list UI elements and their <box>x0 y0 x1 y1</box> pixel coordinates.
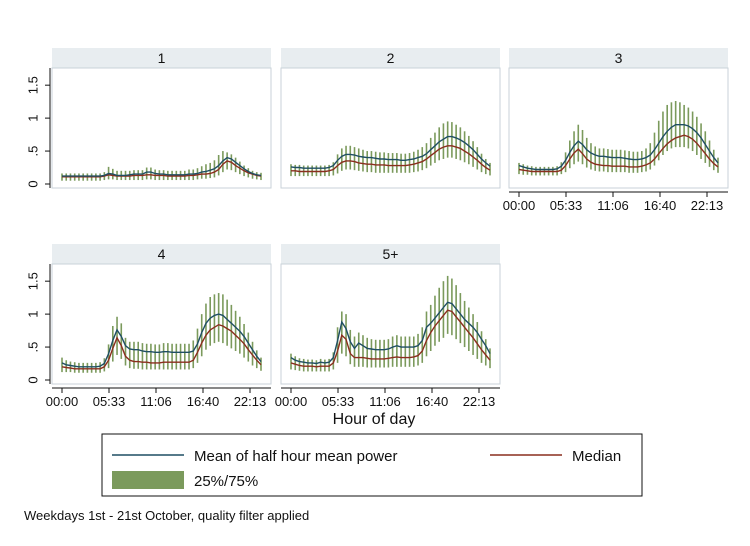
panel-frame <box>51 67 272 189</box>
legend-mean-label: Mean of half hour mean power <box>194 448 397 465</box>
legend-median-label: Median <box>572 448 621 465</box>
x-axis-title: Hour of day <box>333 411 416 428</box>
legend-band-label: 25%/75% <box>194 473 258 490</box>
legend: Mean of half hour mean power Median 25%/… <box>101 433 643 497</box>
x-tick-label: 11:06 <box>369 394 401 409</box>
panel-title: 1 <box>158 50 166 66</box>
x-tick-label: 05:33 <box>550 198 583 213</box>
x-tick-label: 22:13 <box>234 394 267 409</box>
y-tick-label: 1 <box>25 115 40 122</box>
x-tick-label: 16:40 <box>416 394 449 409</box>
panel-5: 5+ 00:00 05:33 11:06 16:40 22:13 <box>275 244 501 409</box>
y-tick-label: .5 <box>25 146 40 157</box>
panel-title: 4 <box>158 246 166 262</box>
y-tick-label: 1 <box>25 311 40 318</box>
x-tick-label: 05:33 <box>93 394 126 409</box>
panel-strip <box>52 48 271 68</box>
panel-4: 4 0 .5 1 1.5 00:00 05:33 11:06 16:40 22:13 <box>25 244 272 409</box>
panel-title: 2 <box>387 50 395 66</box>
chart-note: Weekdays 1st - 21st October, quality fil… <box>24 508 309 523</box>
x-tick-label: 11:06 <box>597 198 629 213</box>
y-tick-label: 0 <box>25 180 40 187</box>
x-tick-label: 00:00 <box>503 198 536 213</box>
panel-title: 5+ <box>383 246 399 262</box>
panel-2: 2 <box>280 48 501 189</box>
x-tick-label: 22:13 <box>463 394 496 409</box>
median-series-line <box>518 134 719 173</box>
mean-series-line <box>518 123 719 171</box>
panel-frame <box>51 263 272 385</box>
panel-strip <box>509 48 728 68</box>
panel-strip <box>281 244 500 264</box>
y-tick-label: 1.5 <box>25 76 40 94</box>
legend-band-swatch <box>112 471 184 489</box>
x-tick-label: 05:33 <box>322 394 355 409</box>
x-tick-label: 22:13 <box>691 198 724 213</box>
panel-frame <box>280 67 501 189</box>
x-tick-label: 16:40 <box>644 198 677 213</box>
y-tick-label: 1.5 <box>25 272 40 290</box>
x-tick-label: 16:40 <box>187 394 220 409</box>
panels-group: 10.511.52 300:00 05:33 11:06 16:40 22:1340.51… <box>25 48 729 409</box>
legend-frame <box>101 433 643 497</box>
median-series-line <box>291 145 491 173</box>
x-tick-label: 00:00 <box>46 394 79 409</box>
median-series-line <box>61 323 262 370</box>
mean-series-line <box>290 135 491 169</box>
x-tick-label: 00:00 <box>275 394 308 409</box>
panel-3: 3 00:00 05:33 11:06 16:40 22:13 <box>503 48 729 213</box>
mean-series-line <box>62 156 262 177</box>
y-tick-label: .5 <box>25 342 40 353</box>
x-tick-label: 11:06 <box>140 394 172 409</box>
panel-strip <box>52 244 271 264</box>
mean-series-line <box>61 313 262 368</box>
panel-frame <box>280 263 501 385</box>
mean-series-line <box>290 301 491 365</box>
median-series-line <box>290 309 491 368</box>
panel-title: 3 <box>615 50 623 66</box>
y-tick-label: 0 <box>25 376 40 383</box>
panel-1: 1 0 .5 1 1.5 <box>25 48 272 189</box>
panel-strip <box>281 48 500 68</box>
